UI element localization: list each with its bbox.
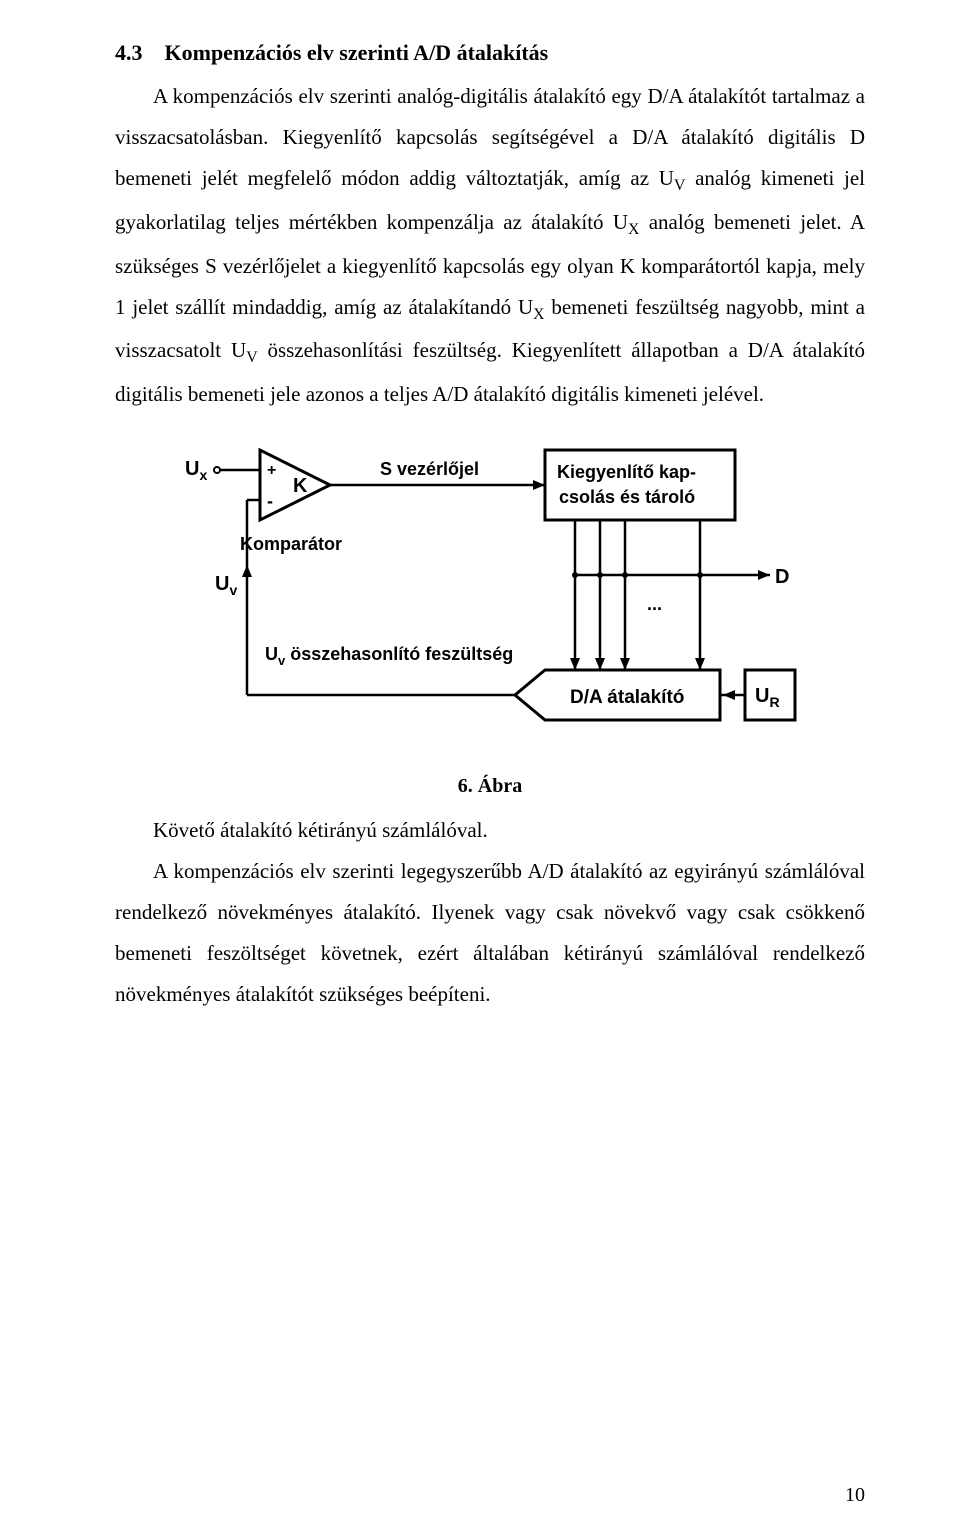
d-arrow <box>758 570 770 580</box>
block-diagram: Ux + - K Komparátor Uv S vezérlőjel Kieg… <box>175 445 805 755</box>
ux-terminal <box>214 467 220 473</box>
d-label: D <box>775 566 789 588</box>
figure-caption: 6. Ábra <box>115 775 865 798</box>
kiegy-line1: Kiegyenlítő kap- <box>557 462 696 482</box>
uv-label: Uv <box>215 573 237 598</box>
k-label: K <box>293 475 308 497</box>
page-number: 10 <box>845 1484 865 1507</box>
p1-sub-4: V <box>246 350 257 367</box>
plus-sign: + <box>267 462 276 479</box>
figure: Ux + - K Komparátor Uv S vezérlőjel Kieg… <box>115 445 865 755</box>
section-number: 4.3 <box>115 40 143 65</box>
dva4 <box>695 658 705 670</box>
page: 4.3 Kompenzációs elv szerinti A/D átalak… <box>0 0 960 1537</box>
paragraph-1: A kompenzációs elv szerinti analóg-digit… <box>115 76 865 415</box>
paragraph-2: Követő átalakító kétirányú számlálóval. <box>115 810 865 851</box>
da-label: D/A átalakító <box>570 687 684 708</box>
kiegy-box <box>545 450 735 520</box>
ur-label: UR <box>755 685 780 710</box>
minus-sign: - <box>267 491 273 511</box>
kiegy-line2: csolás és tároló <box>559 487 695 507</box>
s-label: S vezérlőjel <box>380 459 479 479</box>
komparator-label: Komparátor <box>240 534 342 554</box>
p1-sub-1: V <box>674 177 685 194</box>
dva2 <box>595 658 605 670</box>
uv-arrow <box>242 565 252 577</box>
dots-label: ... <box>647 594 662 614</box>
paragraph-3: A kompenzációs elv szerinti legegyszerűb… <box>115 851 865 1015</box>
compare-label: Uv összehasonlító feszültség <box>265 644 513 668</box>
p1-sub-3: X <box>533 306 544 323</box>
section-title: Kompenzációs elv szerinti A/D átalakítás <box>165 40 549 65</box>
ur-arrow <box>723 690 735 700</box>
s-arrow <box>533 480 545 490</box>
ux-label: Ux <box>185 458 207 483</box>
section-heading: 4.3 Kompenzációs elv szerinti A/D átalak… <box>115 40 865 66</box>
dva1 <box>570 658 580 670</box>
dva3 <box>620 658 630 670</box>
p1-sub-2: X <box>628 221 639 238</box>
